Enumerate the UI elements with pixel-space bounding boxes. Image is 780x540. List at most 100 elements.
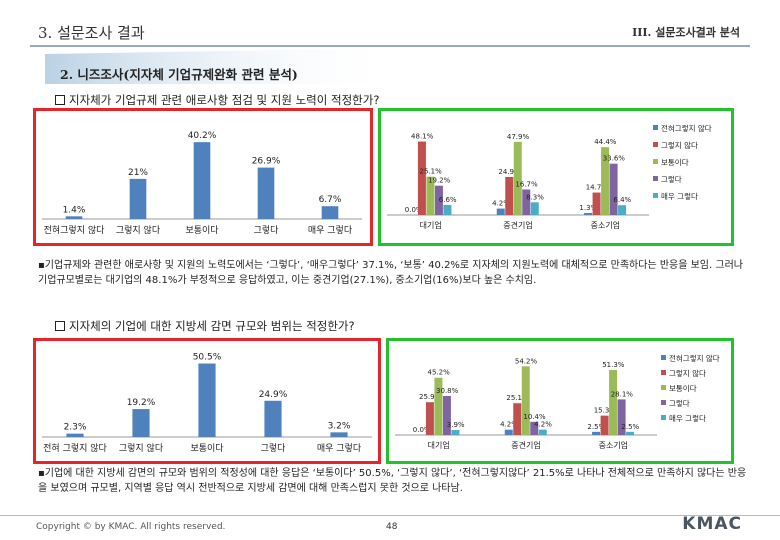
footer-divider <box>0 515 780 516</box>
data-label: 14.7% <box>586 184 609 192</box>
data-label: 2.3% <box>64 423 87 433</box>
bar <box>609 370 618 435</box>
legend-swatch <box>661 415 666 420</box>
data-label: 44.4% <box>594 138 617 146</box>
bar <box>65 216 83 219</box>
chart3-svg: 2.3% 전혀 그렇지 않다 19.2% 그렇지 않다 50.5% 보통이다 24.9% 그렇… <box>42 353 372 454</box>
data-label: 24.9% <box>498 168 521 176</box>
data-label: 25.9% <box>419 393 442 401</box>
legend-label: 매우 그렇다 <box>661 191 698 201</box>
bar <box>321 206 339 219</box>
chart4-frame: 0.0% 25.9% 45.2% 30.8% 3.9% 대기업 4.2% 25.1% 54.2%… <box>386 338 734 464</box>
bar <box>538 429 547 435</box>
data-label: 4.2% <box>492 200 510 208</box>
section-title: 3. 설문조사 결과 <box>38 24 145 42</box>
data-label: 0.0% <box>405 206 423 214</box>
tick-label: 그렇다 <box>254 225 280 236</box>
question-1-text: 지자체가 기업규제 관련 애로사항 점검 및 지원 노력이 적정한가? <box>69 93 380 107</box>
data-label: 2.5% <box>621 423 639 431</box>
legend-swatch <box>661 370 666 375</box>
legend-swatch <box>661 355 666 360</box>
bar <box>618 205 627 215</box>
bar <box>601 147 610 215</box>
data-label: 1.4% <box>63 205 86 215</box>
bar <box>530 421 539 435</box>
legend-label: 그렇다 <box>669 398 690 408</box>
legend-swatch <box>661 400 666 405</box>
legend-label: 전혀그렇지 않다 <box>669 353 720 363</box>
bar <box>592 431 601 435</box>
copyright: Copyright © by KMAC. All rights reserved… <box>36 522 226 532</box>
tick-label: 매우 그렇다 <box>317 443 362 454</box>
data-label: 25.1% <box>506 394 529 402</box>
data-label: 10.4% <box>523 413 546 421</box>
header-divider <box>30 45 750 47</box>
legend-label: 매우 그렇다 <box>669 413 706 423</box>
data-label: 6.4% <box>613 196 631 204</box>
data-label: 40.2% <box>188 131 217 141</box>
tick-label: 대기업 <box>428 441 450 450</box>
bar <box>193 142 211 219</box>
bar <box>330 432 348 437</box>
legend-label: 보통이다 <box>661 157 689 167</box>
bar <box>505 176 514 215</box>
data-label: 47.9% <box>507 133 530 141</box>
bar <box>530 202 539 215</box>
data-label: 54.2% <box>515 357 538 365</box>
tick-label: 매우 그렇다 <box>308 225 353 236</box>
legend-swatch <box>661 385 666 390</box>
bar <box>129 178 147 219</box>
data-label: 30.8% <box>436 387 459 395</box>
legend-swatch <box>653 125 658 130</box>
question-2: 지자체의 기업에 대한 지방세 감면 규모와 범위는 적정한가? <box>55 318 355 334</box>
data-label: 50.5% <box>193 353 222 363</box>
checkbox-icon <box>55 321 65 331</box>
legend-swatch <box>653 176 658 181</box>
question-2-text: 지자체의 기업에 대한 지방세 감면 규모와 범위는 적정한가? <box>69 319 355 333</box>
data-label: 15.3% <box>594 407 617 415</box>
tick-label: 중견기업 <box>503 220 532 230</box>
data-label: 19.2% <box>127 398 156 408</box>
bar <box>504 429 513 435</box>
bar <box>617 399 626 435</box>
bar <box>264 400 282 437</box>
bar <box>496 208 505 215</box>
data-label: 4.2% <box>534 421 552 429</box>
tick-label: 중견기업 <box>511 440 540 450</box>
bar <box>426 176 435 215</box>
data-label: 6.6% <box>439 196 457 204</box>
bar <box>257 167 275 219</box>
tick-label: 대기업 <box>420 221 442 230</box>
data-label: 1.3% <box>579 204 597 212</box>
legend-label: 그렇지 않다 <box>669 368 706 378</box>
bar <box>584 213 593 215</box>
bar <box>592 192 601 215</box>
data-label: 0.0% <box>413 426 431 434</box>
data-label: 45.2% <box>428 369 451 377</box>
tick-label: 전혀그렇지 않다 <box>44 225 106 236</box>
bar <box>434 185 443 215</box>
data-label: 24.9% <box>259 390 288 400</box>
bar <box>198 363 216 437</box>
tick-label: 그렇다 <box>261 443 287 454</box>
bar <box>425 402 434 435</box>
legend-label: 그렇지 않다 <box>661 140 698 150</box>
bar <box>600 415 609 435</box>
legend-label: 보통이다 <box>669 383 697 393</box>
chart2-svg: 0.0% 48.1% 25.1%19.2% 6.6% 대기업 4.2% 24.9% 47.9%… <box>387 123 712 230</box>
note-1: ▪기업규제와 관련한 애로사항 및 지원의 노력도에서는 ‘그렇다’, ‘매우그… <box>38 260 743 286</box>
chart2-frame: 0.0% 48.1% 25.1% 19.2% 6.6% 대기업 4.2% 24.9% 47.9%… <box>378 108 734 246</box>
data-label: 3.2% <box>328 421 351 431</box>
data-label: 28.1% <box>611 390 634 398</box>
data-label: 51.3% <box>602 361 625 369</box>
heading-banner <box>45 48 405 84</box>
data-label: 16.7% <box>515 180 538 188</box>
page-number: 48 <box>386 522 398 532</box>
bar <box>513 141 522 215</box>
data-label: 2.5% <box>587 423 605 431</box>
note-1-text: 기업규제와 관련한 애로사항 및 지원의 노력도에서는 ‘그렇다’, ‘매우그렇… <box>38 260 743 286</box>
data-label: 25.1% <box>420 168 443 176</box>
question-1: 지자체가 기업규제 관련 애로사항 점검 및 지원 노력이 적정한가? <box>55 92 379 108</box>
legend-swatch <box>653 193 658 198</box>
chart1-svg: 1.4% 전혀그렇지 않다 21% 그렇지 않다 40.2% 보통이다 26.9% 그렇다 6.… <box>42 131 362 236</box>
